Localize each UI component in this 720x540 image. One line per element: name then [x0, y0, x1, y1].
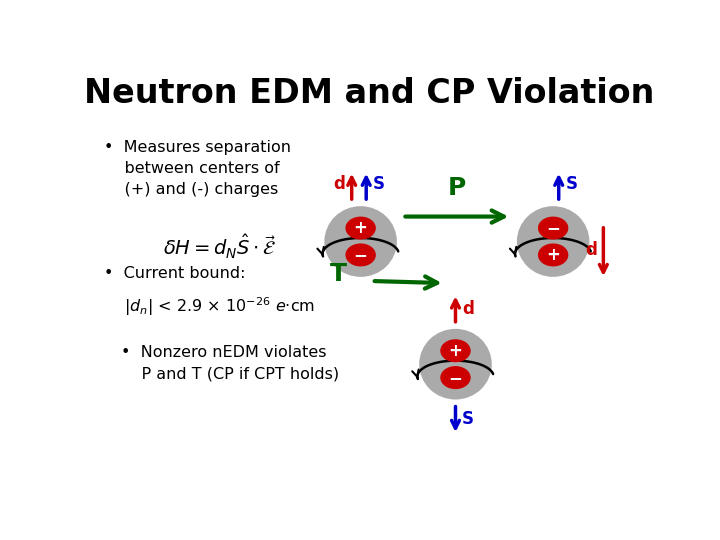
Circle shape: [539, 244, 567, 266]
Text: +: +: [449, 342, 462, 360]
Text: d: d: [333, 176, 345, 193]
Circle shape: [539, 217, 567, 239]
Text: S: S: [373, 176, 385, 193]
Text: P: P: [448, 176, 466, 200]
Text: −: −: [449, 369, 462, 387]
Text: •  Measures separation
    between centers of
    (+) and (-) charges: • Measures separation between centers of…: [104, 140, 291, 197]
Text: $\delta H = d_N \hat{S} \cdot \vec{\mathcal{E}}$: $\delta H = d_N \hat{S} \cdot \vec{\math…: [163, 233, 276, 261]
Text: S: S: [462, 410, 474, 428]
Text: −: −: [354, 246, 368, 264]
Circle shape: [441, 367, 470, 388]
Text: Neutron EDM and CP Violation: Neutron EDM and CP Violation: [84, 77, 654, 110]
Text: d: d: [585, 241, 597, 259]
Text: −: −: [546, 219, 560, 237]
Text: •  Current bound:
    $|d_n|$ < 2.9 × 10$^{-26}$ $e$·cm: • Current bound: $|d_n|$ < 2.9 × 10$^{-2…: [104, 266, 315, 318]
Text: •  Nonzero nEDM violates
    P and T (CP if CPT holds): • Nonzero nEDM violates P and T (CP if C…: [121, 346, 339, 381]
Text: +: +: [354, 219, 368, 237]
Text: S: S: [565, 176, 577, 193]
Circle shape: [441, 340, 470, 362]
Text: T: T: [330, 262, 347, 286]
Text: +: +: [546, 246, 560, 264]
Circle shape: [346, 244, 375, 266]
Ellipse shape: [324, 206, 397, 277]
Text: d: d: [462, 300, 474, 318]
Ellipse shape: [419, 329, 492, 400]
Ellipse shape: [517, 206, 590, 277]
Circle shape: [346, 217, 375, 239]
